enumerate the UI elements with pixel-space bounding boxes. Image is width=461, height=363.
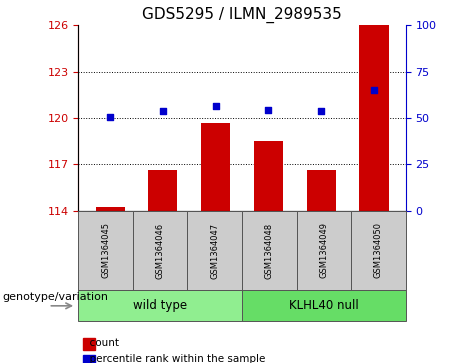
Title: GDS5295 / ILMN_2989535: GDS5295 / ILMN_2989535 bbox=[142, 7, 342, 23]
Point bbox=[265, 107, 272, 113]
Bar bbox=[307, 171, 336, 211]
Text: percentile rank within the sample: percentile rank within the sample bbox=[83, 354, 266, 363]
Text: count: count bbox=[83, 338, 119, 348]
Text: wild type: wild type bbox=[133, 299, 187, 312]
Text: GSM1364050: GSM1364050 bbox=[374, 223, 383, 278]
Text: GSM1364046: GSM1364046 bbox=[156, 223, 165, 278]
Point bbox=[318, 109, 325, 114]
Text: GSM1364049: GSM1364049 bbox=[319, 223, 328, 278]
Bar bbox=[95, 207, 124, 211]
Text: GSM1364048: GSM1364048 bbox=[265, 223, 274, 278]
Bar bbox=[201, 123, 230, 211]
Text: genotype/variation: genotype/variation bbox=[3, 292, 109, 302]
Bar bbox=[360, 25, 389, 211]
Point bbox=[212, 103, 219, 109]
Point bbox=[159, 108, 166, 114]
Text: GSM1364047: GSM1364047 bbox=[210, 223, 219, 278]
Bar bbox=[148, 171, 177, 211]
Bar bbox=[254, 141, 283, 211]
Point bbox=[106, 114, 114, 120]
Text: KLHL40 null: KLHL40 null bbox=[289, 299, 359, 312]
Text: GSM1364045: GSM1364045 bbox=[101, 223, 110, 278]
Point bbox=[370, 87, 378, 93]
